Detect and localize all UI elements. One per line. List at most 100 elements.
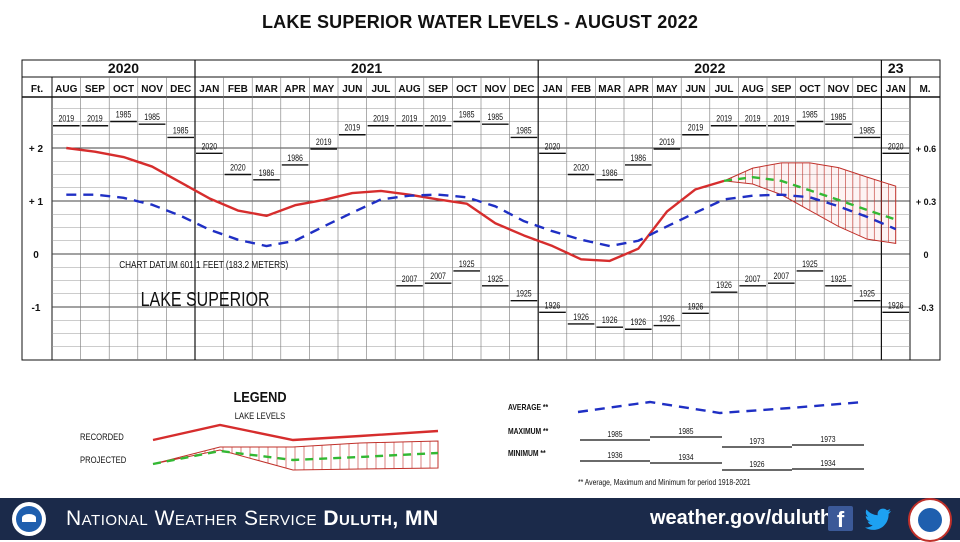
month-label: SEP (428, 84, 448, 95)
month-label: DEC (170, 84, 191, 95)
minimum-record-label: 1925 (831, 274, 847, 284)
month-label: MAY (656, 84, 678, 95)
legend-average-label: AVERAGE ** (508, 402, 548, 412)
month-label: FEB (228, 84, 248, 95)
year-label: 2022 (694, 60, 725, 76)
projected-series-line (723, 175, 897, 221)
maximum-record-label: 1985 (831, 112, 847, 122)
minimum-record-label: 1926 (545, 300, 561, 310)
maximum-record-label: 2019 (773, 114, 789, 124)
month-label: OCT (456, 84, 477, 95)
maximum-record-label: 1986 (630, 153, 646, 163)
maximum-record-label: 2020 (573, 163, 589, 173)
month-label: FEB (571, 84, 591, 95)
minimum-record-label: 1925 (516, 289, 532, 299)
minimum-record-label: 2007 (402, 274, 418, 284)
maximum-record-label: 2020 (888, 141, 904, 151)
month-label: JAN (199, 84, 219, 95)
footer-office: Duluth, MN (323, 507, 439, 530)
month-label: APR (285, 84, 307, 95)
legend-title: LEGEND (233, 388, 286, 405)
maximum-record-label: 2019 (430, 114, 446, 124)
maximum-record-label: 2019 (316, 137, 332, 147)
maximum-record-label: 1985 (487, 112, 503, 122)
legend-max-year: 1985 (607, 429, 622, 439)
maximum-record-label: 1986 (602, 168, 618, 178)
minimum-record-label: 2007 (430, 271, 446, 281)
month-label: NOV (484, 84, 506, 95)
left-unit-label: Ft. (31, 84, 43, 95)
maximum-record-label: 1985 (459, 110, 475, 120)
maximum-record-label: 1985 (144, 112, 160, 122)
maximum-record-label: 1985 (516, 126, 532, 136)
twitter-icon[interactable] (864, 504, 894, 534)
y-tick-m: 0 (923, 250, 928, 260)
y-tick-ft: + 1 (29, 197, 44, 208)
legend-recorded-label: RECORDED (80, 431, 124, 442)
maximum-record-label: 2019 (373, 114, 389, 124)
legend-average-line (577, 400, 865, 415)
month-label: SEP (85, 84, 105, 95)
footer-bar: National Weather Service Duluth, MN weat… (0, 498, 960, 542)
maximum-record-label: 1986 (287, 153, 303, 163)
average-series-line (66, 193, 897, 248)
footer-org: National Weather Service (66, 507, 318, 530)
legend-subtitle: LAKE LEVELS (235, 410, 286, 421)
y-tick-m: + 0.6 (916, 144, 936, 154)
legend-max-year: 1973 (749, 436, 764, 446)
minimum-record-label: 1926 (659, 314, 675, 324)
maximum-record-label: 2019 (745, 114, 761, 124)
maximum-record-label: 1986 (259, 168, 275, 178)
month-label: JUN (685, 84, 705, 95)
month-label: JAN (542, 84, 562, 95)
month-label: NOV (828, 84, 850, 95)
month-label: APR (628, 84, 650, 95)
minimum-record-label: 1926 (716, 280, 732, 290)
recorded-series-line (66, 146, 725, 263)
maximum-record-label: 1985 (802, 110, 818, 120)
chart-title: LAKE SUPERIOR WATER LEVELS - AUGUST 2022 (261, 12, 699, 32)
noaa-seal-icon (908, 498, 952, 542)
month-label: AUG (55, 84, 77, 95)
legend-min-year: 1936 (607, 450, 622, 460)
y-tick-ft: + 2 (29, 144, 44, 155)
maximum-record-label: 2019 (659, 137, 675, 147)
y-tick-m: -0.3 (918, 303, 934, 313)
maximum-record-label: 1985 (116, 110, 132, 120)
minimum-record-label: 1926 (888, 300, 904, 310)
month-label: NOV (141, 84, 163, 95)
month-label: AUG (742, 84, 764, 95)
legend-recorded-line (152, 423, 439, 442)
chart-datum-note: CHART DATUM 601.1 FEET (183.2 METERS) (119, 259, 288, 270)
month-label: JUL (371, 84, 390, 95)
legend-max-year: 1985 (678, 426, 693, 436)
maximum-record-label: 1985 (173, 126, 189, 136)
facebook-icon[interactable]: f (828, 506, 853, 532)
minimum-record-label: 1925 (487, 274, 503, 284)
footer-url[interactable]: weather.gov/duluth (650, 507, 833, 529)
right-unit-label: M. (919, 84, 930, 95)
month-label: OCT (113, 84, 134, 95)
minimum-record-label: 1926 (630, 317, 646, 327)
water-level-chart: 2020 2021 2022 23 AUG SEP OCT NOV DEC JAN FEB MAR AP… (21, 59, 941, 487)
maximum-record-label: 2019 (688, 123, 704, 133)
maximum-record-label: 1985 (859, 126, 875, 136)
minimum-record-label: 1925 (802, 259, 818, 269)
legend-maximum-label: MAXIMUM ** (508, 426, 548, 436)
month-label: SEP (771, 84, 791, 95)
y-tick-ft: -1 (32, 303, 41, 314)
legend-projected-label: PROJECTED (80, 454, 126, 465)
maximum-record-label: 2019 (402, 114, 418, 124)
month-label: AUG (398, 84, 420, 95)
y-tick-ft: 0 (33, 250, 39, 261)
minimum-record-label: 1926 (573, 312, 589, 322)
maximum-record-label: 2019 (344, 123, 360, 133)
month-label: MAY (313, 84, 335, 95)
year-label: 2020 (108, 60, 139, 76)
minimum-record-label: 1926 (688, 302, 704, 312)
minimum-record-label: 1925 (459, 259, 475, 269)
minimum-record-label: 1926 (602, 315, 618, 325)
legend-min-year: 1926 (749, 459, 764, 469)
lake-name-note: LAKE SUPERIOR (141, 288, 270, 310)
legend-footnote: ** Average, Maximum and Minimum for peri… (578, 477, 751, 487)
